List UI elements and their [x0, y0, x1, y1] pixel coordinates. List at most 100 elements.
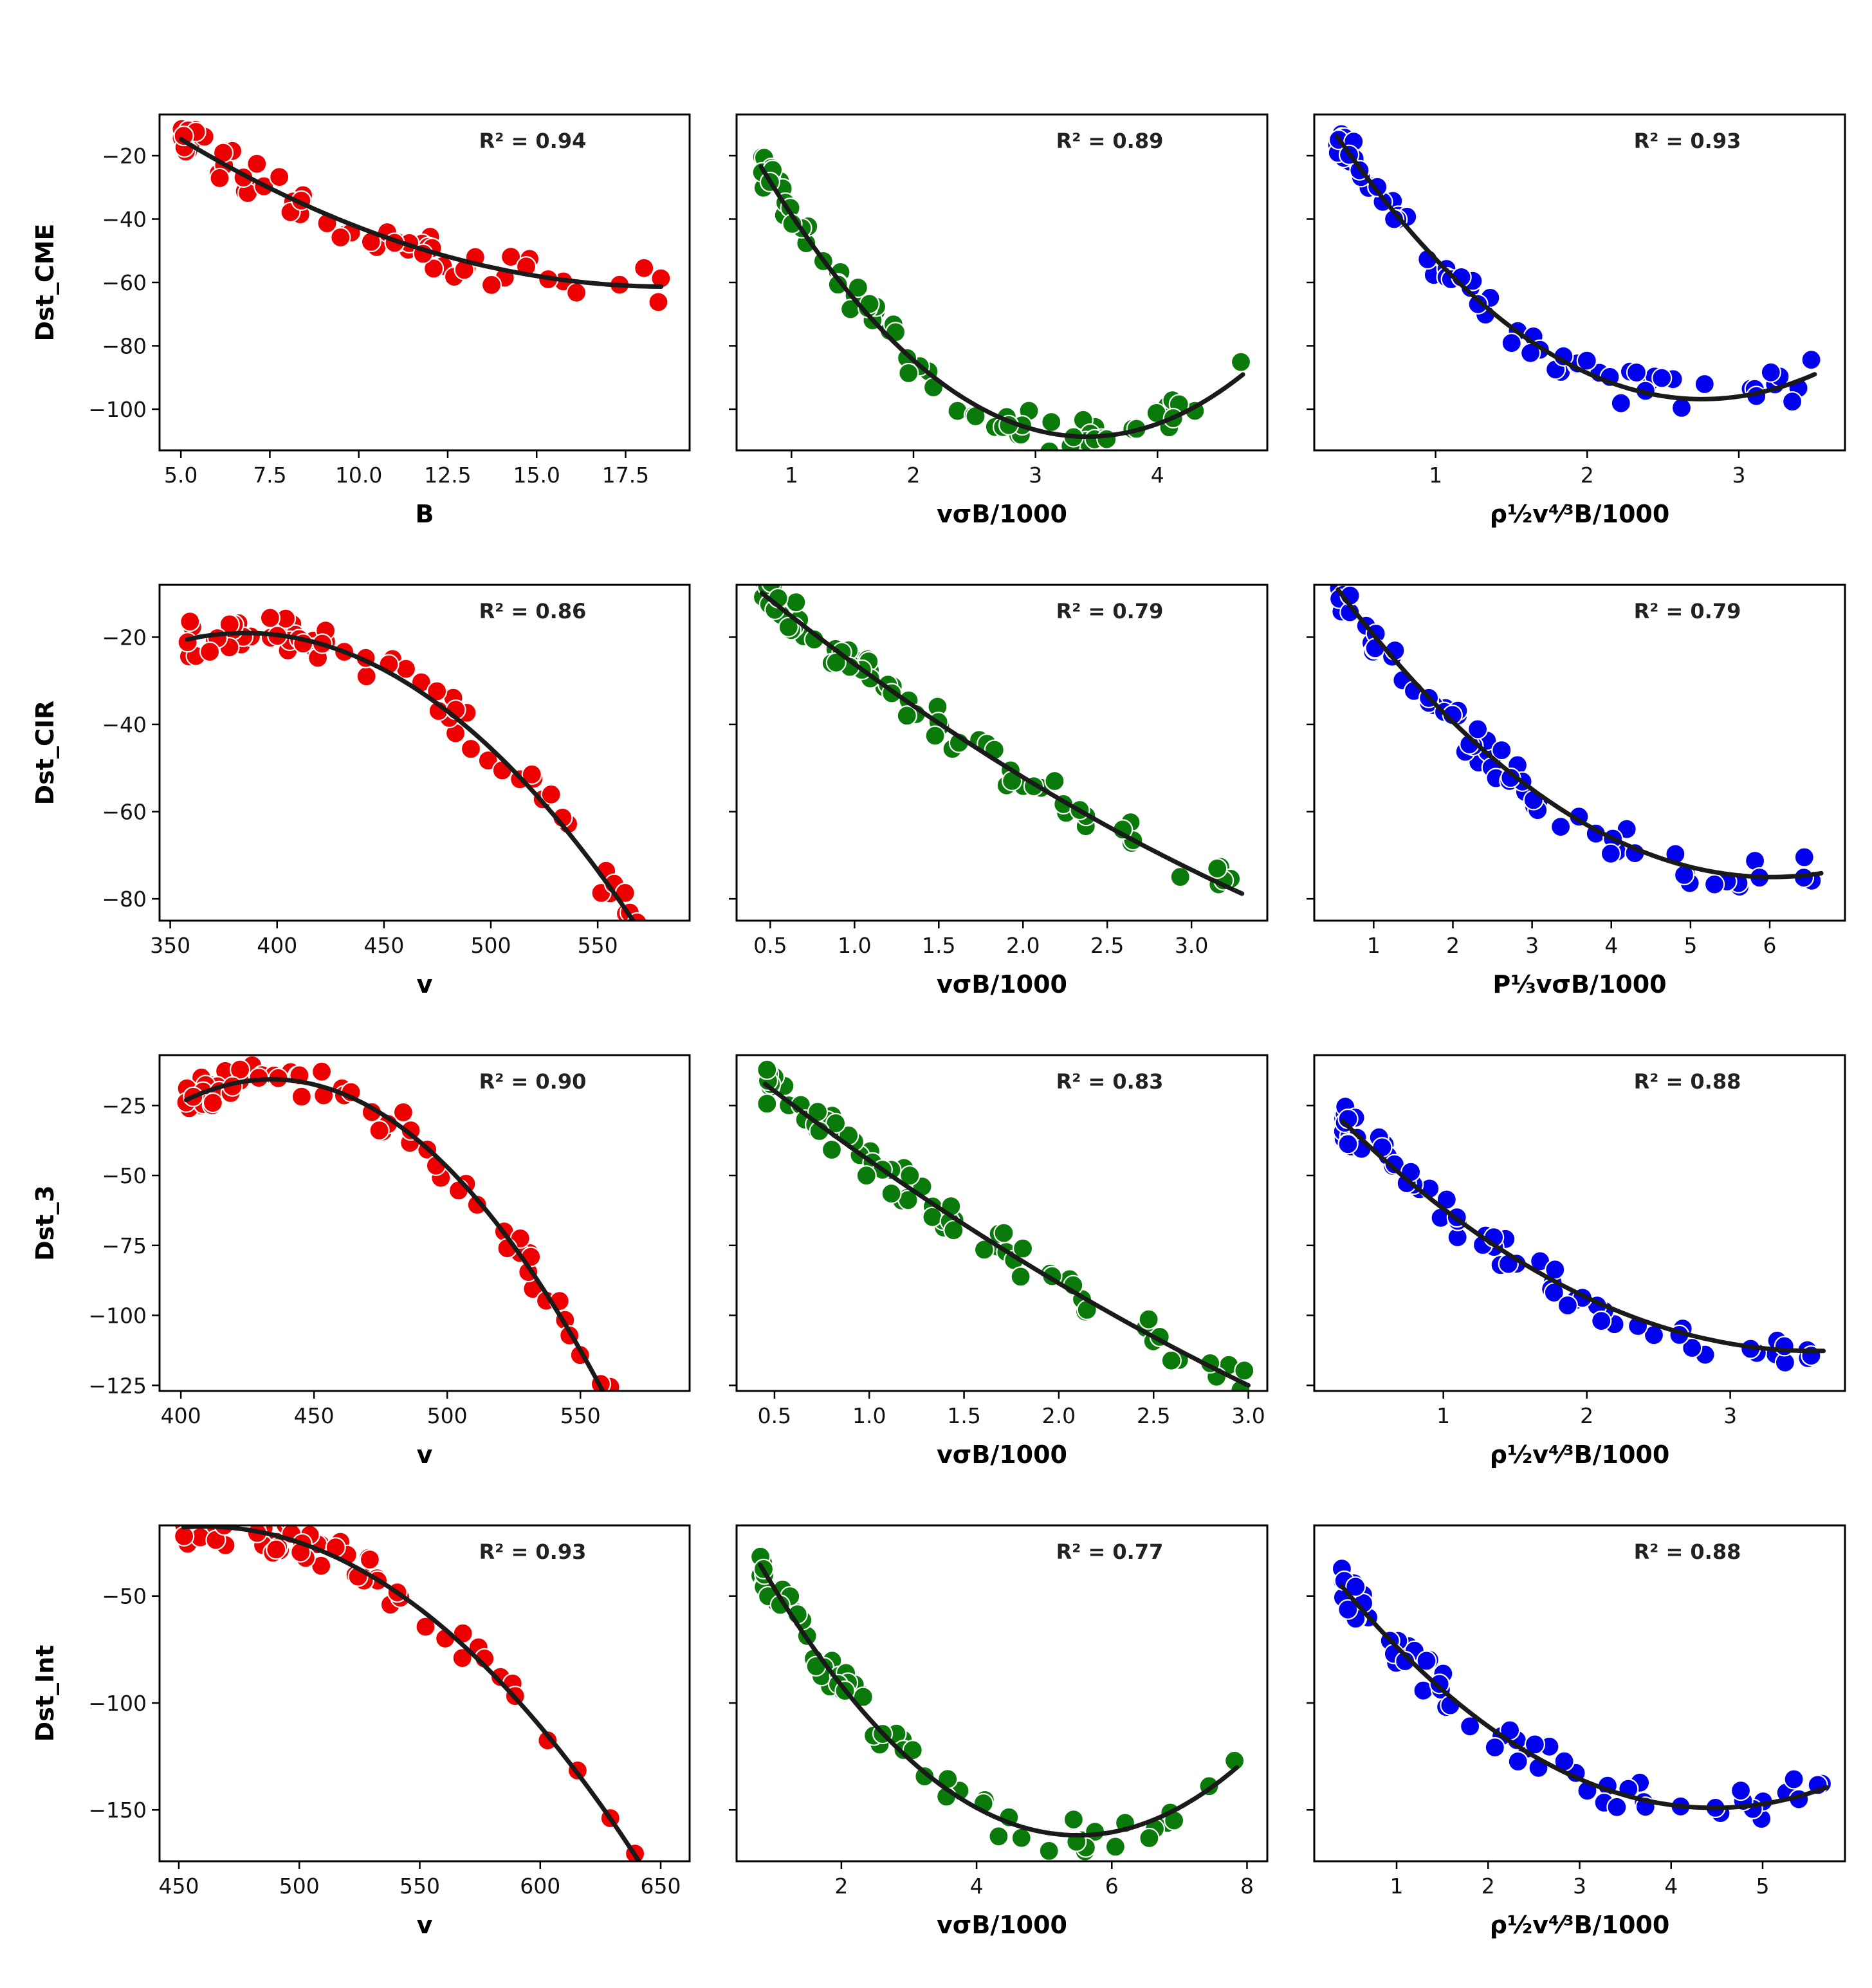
data-point — [633, 941, 652, 961]
y-axis-label: Dst_CME — [31, 224, 59, 342]
plot-frame — [158, 1524, 691, 1863]
subplot-r4-c3: 1 2 3 4 5 ρ½v⁴⁄³B/1000 R² = 0.88 — [1307, 1524, 1846, 1939]
data-point — [652, 969, 671, 988]
plot-frame — [735, 1524, 1269, 1863]
data-point — [973, 1239, 995, 1260]
x-tick-label: 400 — [257, 933, 297, 958]
data-point — [481, 274, 502, 295]
subplot-r3-c2: 0.5 1.0 1.5 2.0 2.5 3.0 vσB/1000 R² = 0.83 — [729, 1054, 1269, 1469]
data-point — [641, 925, 660, 944]
y-tick-label: −100 — [88, 1303, 147, 1329]
data-point — [1038, 1840, 1060, 1861]
fit-curve — [1339, 1583, 1830, 1810]
data-point — [1010, 1266, 1031, 1287]
y-tick-label: −40 — [102, 712, 147, 737]
data-point — [1694, 373, 1715, 395]
x-tick-label: 8 — [1240, 1873, 1254, 1899]
data-point — [993, 1222, 1014, 1244]
data-point — [199, 641, 221, 663]
data-point — [230, 1059, 251, 1080]
data-point — [1230, 351, 1252, 373]
x-tick-label: 7.5 — [253, 463, 286, 488]
x-tick-label: 4 — [1604, 933, 1618, 958]
data-point — [1416, 1650, 1437, 1671]
x-tick-label: 17.5 — [602, 463, 649, 488]
x-tick-label: 550 — [578, 933, 618, 958]
y-tick-label: −60 — [102, 800, 147, 825]
data-point — [466, 1194, 488, 1215]
x-tick-label: 6 — [1763, 933, 1777, 958]
data-point — [311, 1061, 333, 1082]
data-point — [269, 167, 290, 188]
x-tick-label: 500 — [427, 1403, 468, 1428]
data-point — [214, 1500, 234, 1520]
data-point — [1039, 441, 1060, 450]
x-tick-label: 1 — [1436, 1403, 1450, 1428]
x-tick-label: 3.0 — [1175, 933, 1208, 958]
data-point — [1012, 1238, 1034, 1259]
r-squared-annotation: R² = 0.79 — [1634, 599, 1741, 623]
fit-curve — [758, 1562, 1240, 1838]
x-tick-label: 4 — [970, 1873, 984, 1899]
data-point — [622, 1448, 641, 1467]
data-point — [179, 611, 201, 632]
x-tick-label: 550 — [560, 1403, 601, 1428]
data-point — [1671, 397, 1693, 419]
x-axis-label: v — [417, 1440, 433, 1469]
data-point — [1161, 1350, 1182, 1371]
x-tick-label: 1 — [785, 463, 798, 488]
subplot-r3-c3: 1 2 3 ρ½v⁴⁄³B/1000 R² = 0.88 — [1307, 1054, 1846, 1469]
fit-curve — [183, 1077, 605, 1391]
data-point — [291, 1086, 312, 1107]
data-point — [827, 274, 849, 295]
fit-curve — [1341, 1119, 1826, 1354]
x-tick-label: 500 — [279, 1873, 320, 1899]
data-point — [1576, 350, 1597, 371]
x-tick-label: 12.5 — [424, 463, 471, 488]
x-tick-label: 3 — [1732, 463, 1746, 488]
data-point — [847, 277, 869, 299]
scatter-points — [1331, 1558, 1833, 1830]
data-point — [1550, 816, 1572, 838]
fit-curve — [758, 164, 1245, 439]
data-point — [173, 125, 194, 147]
x-tick-label: 6 — [1105, 1873, 1119, 1899]
r-squared-annotation: R² = 0.90 — [479, 1069, 587, 1094]
data-point — [537, 1730, 558, 1751]
x-tick-label: 3 — [1029, 463, 1042, 488]
y-tick-label: −50 — [102, 1584, 147, 1609]
r-squared-annotation: R² = 0.79 — [1056, 599, 1164, 623]
data-point — [1783, 1769, 1804, 1790]
r-squared-annotation: R² = 0.94 — [479, 129, 587, 153]
data-point — [1774, 1336, 1795, 1357]
data-point — [1730, 1780, 1752, 1801]
data-point — [218, 1525, 232, 1528]
fit-curve — [759, 591, 1245, 896]
x-axis-label: vσB/1000 — [937, 500, 1067, 528]
x-tick-label: 2.0 — [1006, 933, 1040, 958]
data-point — [1606, 1796, 1628, 1818]
data-point — [881, 1183, 902, 1204]
data-point — [988, 1826, 1009, 1847]
data-point — [415, 1616, 436, 1637]
data-point — [1704, 874, 1725, 895]
x-tick-label: 3.0 — [1231, 1403, 1265, 1428]
data-point — [1591, 1311, 1612, 1332]
x-axis-label: B — [416, 500, 434, 528]
subplot-r2-c1: 350 400 450 500 550 −20 −40 −60 −80 v Dst_CIR R² = … — [31, 584, 691, 999]
data-point — [757, 1093, 778, 1114]
data-point — [395, 658, 417, 679]
data-point — [1460, 1716, 1481, 1737]
x-tick-label: 5 — [1756, 1873, 1769, 1899]
data-point — [1651, 367, 1673, 389]
data-point — [785, 592, 807, 613]
data-point — [1501, 332, 1522, 354]
data-point — [521, 764, 542, 785]
x-axis-label: vσB/1000 — [937, 970, 1067, 999]
data-point — [565, 282, 587, 303]
data-point — [1794, 847, 1815, 868]
plot-frame — [1313, 584, 1846, 922]
plot-frame — [158, 584, 691, 922]
subplot-r1-c2: 1 2 3 4 vσB/1000 R² = 0.89 — [729, 113, 1269, 528]
x-tick-label: 500 — [471, 933, 511, 958]
